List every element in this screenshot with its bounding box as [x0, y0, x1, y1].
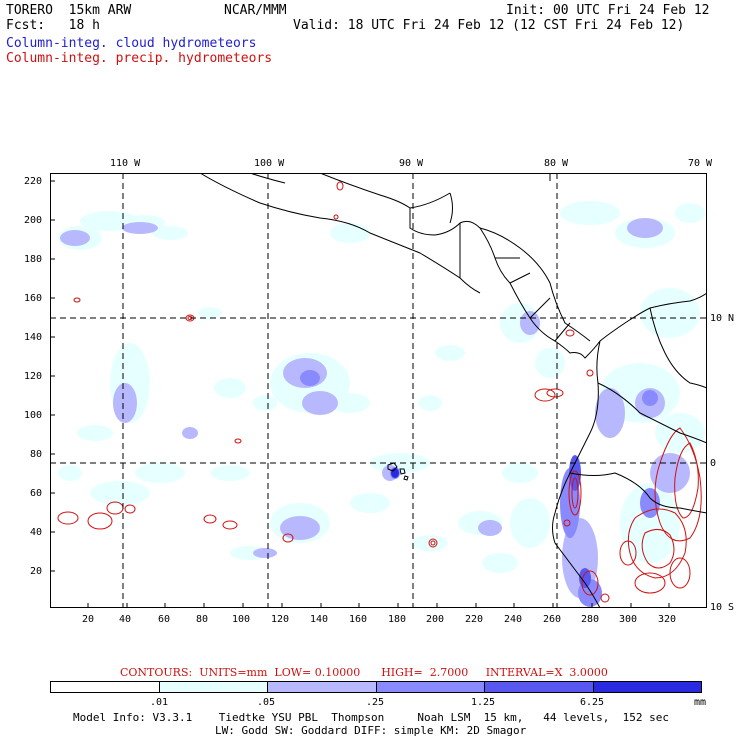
legend-unit: mm [694, 697, 707, 708]
lon-label-70w: 70 W [688, 158, 713, 169]
model-info-line1: Model Info: V3.3.1 Tiedtke YSU PBL Thomp… [73, 711, 670, 724]
legend-label: .05 [257, 697, 276, 708]
x-tick-label: 220 [465, 614, 484, 625]
x-tick-label: 60 [158, 614, 171, 625]
y-tick-label: 40 [30, 527, 43, 538]
x-tick-label: 300 [619, 614, 638, 625]
forecast-hour: Fcst: 18 h [6, 18, 100, 33]
map-panel [50, 173, 707, 608]
x-tick-label: 80 [196, 614, 209, 625]
x-tick-label: 240 [504, 614, 523, 625]
x-tick-label: 20 [82, 614, 95, 625]
model-info-line2: LW: Godd SW: Goddard DIFF: simple KM: 2D… [215, 724, 527, 737]
legend-swatch [377, 682, 485, 692]
field-label-precip: Column-integ. precip. hydrometeors [6, 51, 273, 66]
x-tick-label: 200 [426, 614, 445, 625]
x-tick-label: 160 [349, 614, 368, 625]
y-tick-label: 160 [24, 293, 43, 304]
x-tick-label: 120 [271, 614, 290, 625]
x-tick-label: 320 [658, 614, 677, 625]
legend-swatch [485, 682, 594, 692]
lat-label-0: 0 [710, 458, 717, 469]
y-tick-label: 180 [24, 254, 43, 265]
y-tick-label: 80 [30, 449, 43, 460]
x-tick-label: 180 [388, 614, 407, 625]
legend-swatch [51, 682, 160, 692]
x-tick-label: 140 [310, 614, 329, 625]
lat-label-10n: 10 N [710, 313, 735, 324]
x-tick-label: 260 [543, 614, 562, 625]
x-tick-marks [87, 603, 670, 608]
y-tick-label: 140 [24, 332, 43, 343]
y-tick-marks [50, 180, 55, 572]
field-label-cloud: Column-integ. cloud hydrometeors [6, 36, 257, 51]
lat-label-10s: 10 S [710, 602, 735, 613]
y-tick-label: 60 [30, 488, 43, 499]
lon-label-100w: 100 W [254, 158, 285, 169]
model-title: TORERO 15km ARW [6, 3, 132, 18]
lon-label-90w: 90 W [399, 158, 424, 169]
legend-label: 1.25 [471, 697, 496, 708]
legend-swatch [268, 682, 377, 692]
valid-time: Valid: 18 UTC Fri 24 Feb 12 (12 CST Fri … [293, 18, 685, 33]
legend-label: .25 [366, 697, 385, 708]
cloud-shading-light [58, 201, 705, 573]
map-background [50, 173, 707, 608]
coastlines [199, 173, 707, 608]
map-frame [50, 173, 707, 608]
lon-label-80w: 80 W [544, 158, 569, 169]
legend-label: 6.25 [580, 697, 605, 708]
contour-info: CONTOURS: UNITS=mm LOW= 0.10000 HIGH= 2.… [120, 666, 608, 679]
y-tick-label: 220 [24, 176, 43, 187]
x-tick-label: 280 [581, 614, 600, 625]
x-tick-label: 40 [119, 614, 132, 625]
x-tick-label: 100 [232, 614, 251, 625]
lat-lon-grid [50, 173, 707, 608]
legend-colorbar [50, 681, 702, 693]
lon-label-110w: 110 W [110, 158, 141, 169]
y-tick-label: 120 [24, 371, 43, 382]
init-time: Init: 00 UTC Fri 24 Feb 12 [506, 3, 710, 18]
y-tick-label: 20 [30, 566, 43, 577]
y-tick-label: 100 [24, 410, 43, 421]
legend-swatch [160, 682, 268, 692]
y-tick-label: 200 [24, 215, 43, 226]
legend-label: .01 [150, 697, 169, 708]
legend-swatch [594, 682, 701, 692]
organization: NCAR/MMM [224, 3, 287, 18]
